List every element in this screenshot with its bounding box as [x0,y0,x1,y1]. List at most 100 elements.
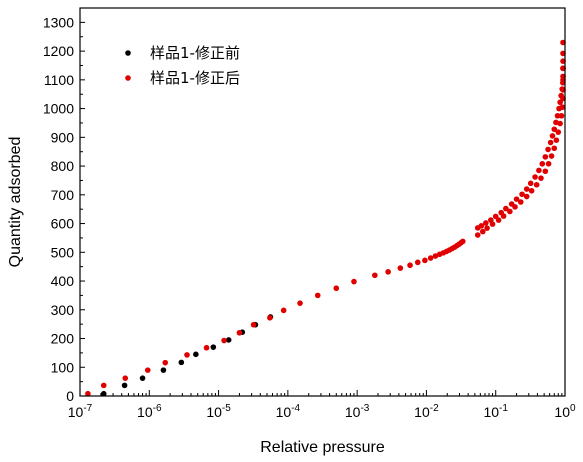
y-tick-label: 700 [51,187,75,203]
data-point-series-2 [557,120,563,127]
y-tick-label: 900 [51,129,75,145]
data-point-series-2 [558,112,565,119]
y-axis-title: Quantity adsorbed [7,137,24,268]
y-tick-label: 300 [51,302,75,318]
data-point-series-1 [193,351,199,358]
data-point-series-2 [184,352,190,358]
data-point-series-2 [221,337,227,344]
data-point-series-2 [538,175,544,181]
data-point-series-2 [280,307,287,314]
data-point-series-1 [100,390,107,397]
data-point-series-2 [495,217,502,223]
legend: 样品1-修正前 样品1-修正后 [125,44,240,87]
data-point-series-1 [139,375,146,381]
x-axis-title: Relative pressure [260,439,385,456]
data-point-series-2 [517,199,524,205]
data-point-series-2 [523,193,530,200]
data-point-series-2 [551,126,558,133]
data-points-layer [85,39,566,397]
y-tick-label: 600 [51,216,75,232]
data-point-series-2 [203,344,210,351]
data-point-series-2 [542,168,549,175]
x-tick-label: 100 [554,403,576,420]
y-tick-label: 800 [51,158,75,174]
data-point-series-2 [507,208,513,215]
x-tick-label: 10-1 [483,403,508,420]
data-point-series-2 [527,180,534,187]
data-point-series-2 [267,315,273,321]
data-point-series-2 [460,238,466,245]
data-point-series-2 [372,272,378,279]
data-point-series-1 [178,359,185,366]
data-point-series-2 [489,221,496,227]
data-point-series-2 [250,321,257,328]
legend-label-series-1: 样品1-修正前 [150,44,240,62]
data-point-series-2 [297,300,303,306]
data-point-series-2 [551,145,558,152]
data-point-series-2 [484,225,490,231]
data-point-series-2 [555,129,562,135]
data-point-series-2 [559,104,566,110]
y-tick-label: 1300 [43,14,74,30]
y-tick-label: 1000 [43,101,74,117]
data-point-series-2 [512,204,518,210]
data-point-series-2 [500,213,507,219]
y-tick-label: 1200 [43,43,74,59]
data-point-series-2 [519,191,525,198]
data-point-series-2 [397,265,404,271]
y-tick-label: 0 [66,388,74,404]
y-tick-label: 200 [51,331,75,347]
data-point-series-2 [422,257,428,264]
data-point-series-2 [414,259,421,266]
data-point-series-2 [554,112,561,119]
data-point-series-2 [385,269,391,275]
data-point-series-2 [144,367,151,373]
x-tick-label: 10-3 [345,403,370,420]
x-tick-label: 10-5 [206,403,231,420]
data-point-series-2 [162,359,169,366]
data-point-series-2 [548,153,555,159]
data-point-series-2 [545,146,551,153]
data-point-series-2 [407,262,413,269]
data-point-series-2 [539,160,546,167]
x-tick-label: 10-7 [68,403,93,420]
data-point-series-1 [160,367,167,373]
legend-marker-series-1 [125,50,131,56]
legend-marker-series-2 [125,75,131,81]
data-point-series-2 [523,186,530,192]
y-tick-label: 400 [51,273,75,289]
data-point-series-2 [503,205,509,212]
data-point-series-1 [210,344,217,350]
y-tick-label: 1100 [44,72,74,88]
data-point-series-2 [478,223,485,229]
data-point-series-2 [483,220,489,226]
data-point-series-2 [542,154,549,160]
data-point-series-2 [85,390,91,397]
data-point-series-2 [100,382,107,389]
data-point-series-2 [314,292,321,299]
data-point-series-2 [479,228,486,235]
data-point-series-2 [532,174,538,180]
data-point-series-2 [474,232,481,238]
legend-label-series-2: 样品1-修正后 [150,69,240,87]
data-point-series-2 [427,255,434,261]
x-tick-label: 10-4 [276,403,301,420]
data-point-series-2 [528,187,535,194]
data-point-series-2 [333,285,340,292]
data-point-series-2 [547,139,554,146]
y-tick-label: 100 [51,359,75,375]
plot-frame [79,7,566,397]
data-point-series-2 [533,181,540,188]
data-point-series-2 [549,133,556,139]
data-point-series-2 [545,160,552,167]
data-point-series-2 [553,137,560,144]
data-point-series-2 [122,375,129,381]
x-tick-label: 10-6 [137,403,162,420]
data-point-series-2 [236,329,243,336]
data-point-series-2 [351,278,357,285]
x-tick-label: 10-2 [414,403,439,420]
data-point-series-1 [121,382,128,389]
axis-ticks: 0 100 200 300 400 500 600 700 800 900 1000 1100 1200… [43,14,576,420]
y-tick-label: 500 [51,244,75,260]
